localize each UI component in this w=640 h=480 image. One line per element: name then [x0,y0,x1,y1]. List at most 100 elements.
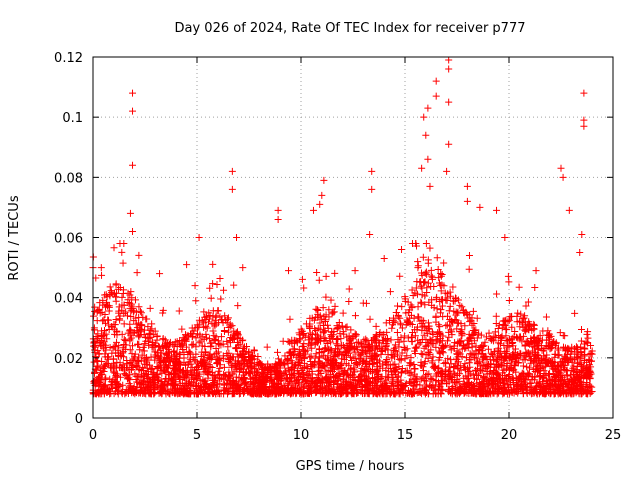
data-point [531,283,539,291]
data-point [313,306,321,314]
data-point [417,338,425,346]
data-point [129,107,137,115]
data-point [505,278,513,286]
data-point [495,321,503,329]
data-point [447,317,455,325]
data-point [212,344,220,352]
data-point [435,328,443,336]
data-point [98,357,106,365]
data-point [274,215,282,223]
data-point [188,324,196,332]
data-point [142,315,150,323]
data-point [397,334,405,342]
data-point [426,244,434,252]
data-point [411,332,419,340]
data-point [209,260,217,268]
data-point [320,176,328,184]
data-point [305,336,313,344]
data-point [228,167,236,175]
data-point [387,336,395,344]
data-point [170,342,178,350]
data-point [493,290,501,298]
data-point [313,269,321,277]
data-point [431,365,439,373]
data-point [343,385,351,393]
data-point [322,293,330,301]
data-point [391,353,399,361]
data-point [505,297,513,305]
data-point [137,309,145,317]
data-point [578,230,586,238]
data-point [307,352,315,360]
data-point [481,338,489,346]
data-point [129,89,137,97]
data-point [212,356,220,364]
data-point [126,209,134,217]
data-point [133,269,141,277]
data-point [144,323,152,331]
data-point [161,367,169,375]
data-point [220,327,228,335]
data-point [331,302,339,310]
data-point [393,308,401,316]
data-point [342,370,350,378]
data-point [221,312,229,320]
data-point [300,284,308,292]
data-point [437,306,445,314]
data-point [506,363,514,371]
data-point [469,371,477,379]
data-point [419,363,427,371]
data-point [420,113,428,121]
data-point [119,388,127,396]
data-point [119,259,127,267]
data-point [263,343,271,351]
data-point [312,350,320,358]
data-point [101,350,109,358]
data-point [398,245,406,253]
data-point [420,331,428,339]
data-point [220,363,228,371]
data-point [136,331,144,339]
data-point [432,335,440,343]
data-point [386,288,394,296]
data-point [97,264,105,272]
data-point [398,303,406,311]
data-point [413,278,421,286]
data-point [214,371,222,379]
data-point [420,360,428,368]
data-point [488,335,496,343]
data-point [296,370,304,378]
data-point [391,360,399,368]
data-point [439,376,447,384]
data-point [507,313,515,321]
data-point [445,307,453,315]
y-tick-label: 0.12 [54,51,83,66]
data-point [316,200,324,208]
data-point [128,342,136,350]
data-point [124,298,132,306]
data-point [543,351,551,359]
data-point [107,364,115,372]
data-point [388,324,396,332]
data-point [321,317,329,325]
data-point [422,336,430,344]
data-point [500,317,508,325]
data-point [411,326,419,334]
data-point [432,92,440,100]
data-point [345,298,353,306]
y-tick-label: 0.06 [54,232,83,247]
data-point [380,255,388,263]
data-point [429,363,437,371]
data-point [203,324,211,332]
data-point [413,290,421,298]
data-point [362,299,370,307]
data-point [112,316,120,324]
data-point [91,303,99,311]
data-point [424,155,432,163]
data-point [230,281,238,289]
data-point [201,342,209,350]
data-point [358,341,366,349]
data-point [445,65,453,73]
data-point [397,369,405,377]
data-point [153,363,161,371]
